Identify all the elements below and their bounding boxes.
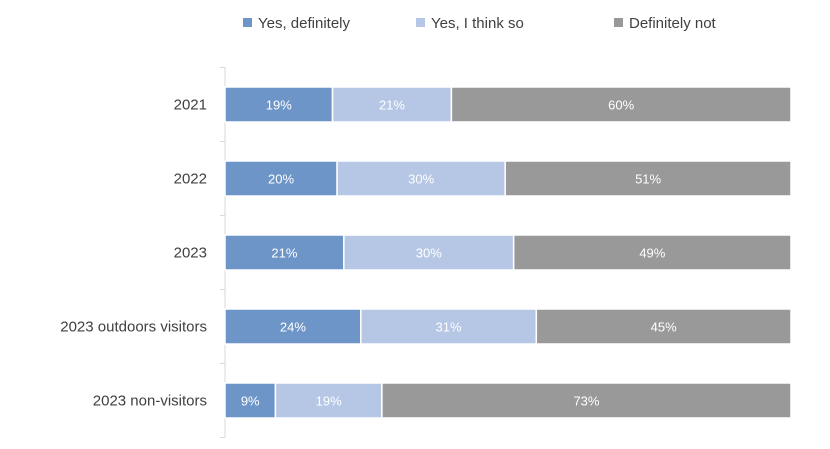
legend-swatch-definitely-not [614,18,623,27]
category-label-2021: 2021 [174,97,207,114]
legend-item-yes-i-think-so: Yes, I think so [416,15,524,32]
bar-2023-outdoors-visitors-yes-i-think-so [360,308,538,345]
data-label-2022-yes-definitely: 20% [268,172,294,187]
data-label-2021-yes-i-think-so: 21% [379,98,405,113]
data-label-2023-definitely-not: 49% [639,246,665,261]
data-label-2021-yes-definitely: 19% [266,98,292,113]
bar-2023-non-visitors-yes-i-think-so [274,382,383,419]
bar-2022-definitely-not [504,160,792,197]
bar-2022-yes-i-think-so [336,160,506,197]
bar-2023-non-visitors-definitely-not [381,382,792,419]
legend-label-yes-definitely: Yes, definitely [258,15,351,32]
legend-swatch-yes-i-think-so [416,18,425,27]
legend: Yes, definitely Yes, I think so Definitely… [243,15,717,32]
bar-2021-yes-definitely [224,86,334,123]
category-label-2023-non-visitors: 2023 non-visitors [93,393,207,410]
legend-label-definitely-not: Definitely not [629,15,717,32]
legend-label-yes-i-think-so: Yes, I think so [431,15,524,32]
bar-2023-non-visitors-yes-definitely [224,382,277,419]
legend-item-definitely-not: Definitely not [614,15,717,32]
bar-2022-yes-definitely [224,160,338,197]
data-label-2023-non-visitors-yes-i-think-so: 19% [316,394,342,409]
data-label-2023-non-visitors-yes-definitely: 9% [241,394,260,409]
bar-2021-yes-i-think-so [331,86,453,123]
data-label-2023-yes-definitely: 21% [271,246,297,261]
data-label-2023-yes-i-think-so: 30% [416,246,442,261]
category-label-2023: 2023 [174,245,207,262]
data-label-2023-outdoors-visitors-yes-definitely: 24% [280,320,306,335]
bar-2023-definitely-not [512,234,792,271]
category-label-2023-outdoors-visitors: 2023 outdoors visitors [60,319,207,336]
bars: 19% 21% 60% 20% 30% 51% 21% 30% 49% 24% 31% 45% 9% 19… [224,86,792,419]
data-label-2021-definitely-not: 60% [608,98,634,113]
bar-2021-definitely-not [450,86,792,123]
legend-item-yes-definitely: Yes, definitely [243,15,351,32]
data-label-2023-outdoors-visitors-definitely-not: 45% [651,320,677,335]
legend-swatch-yes-definitely [243,18,252,27]
data-label-2023-outdoors-visitors-yes-i-think-so: 31% [436,320,462,335]
data-label-2022-definitely-not: 51% [635,172,661,187]
data-label-2023-non-visitors-definitely-not: 73% [573,394,599,409]
category-label-2022: 2022 [174,171,207,188]
category-axis-ticks [220,67,225,438]
bar-2023-outdoors-visitors-definitely-not [535,308,792,345]
data-label-2022-yes-i-think-so: 30% [408,172,434,187]
